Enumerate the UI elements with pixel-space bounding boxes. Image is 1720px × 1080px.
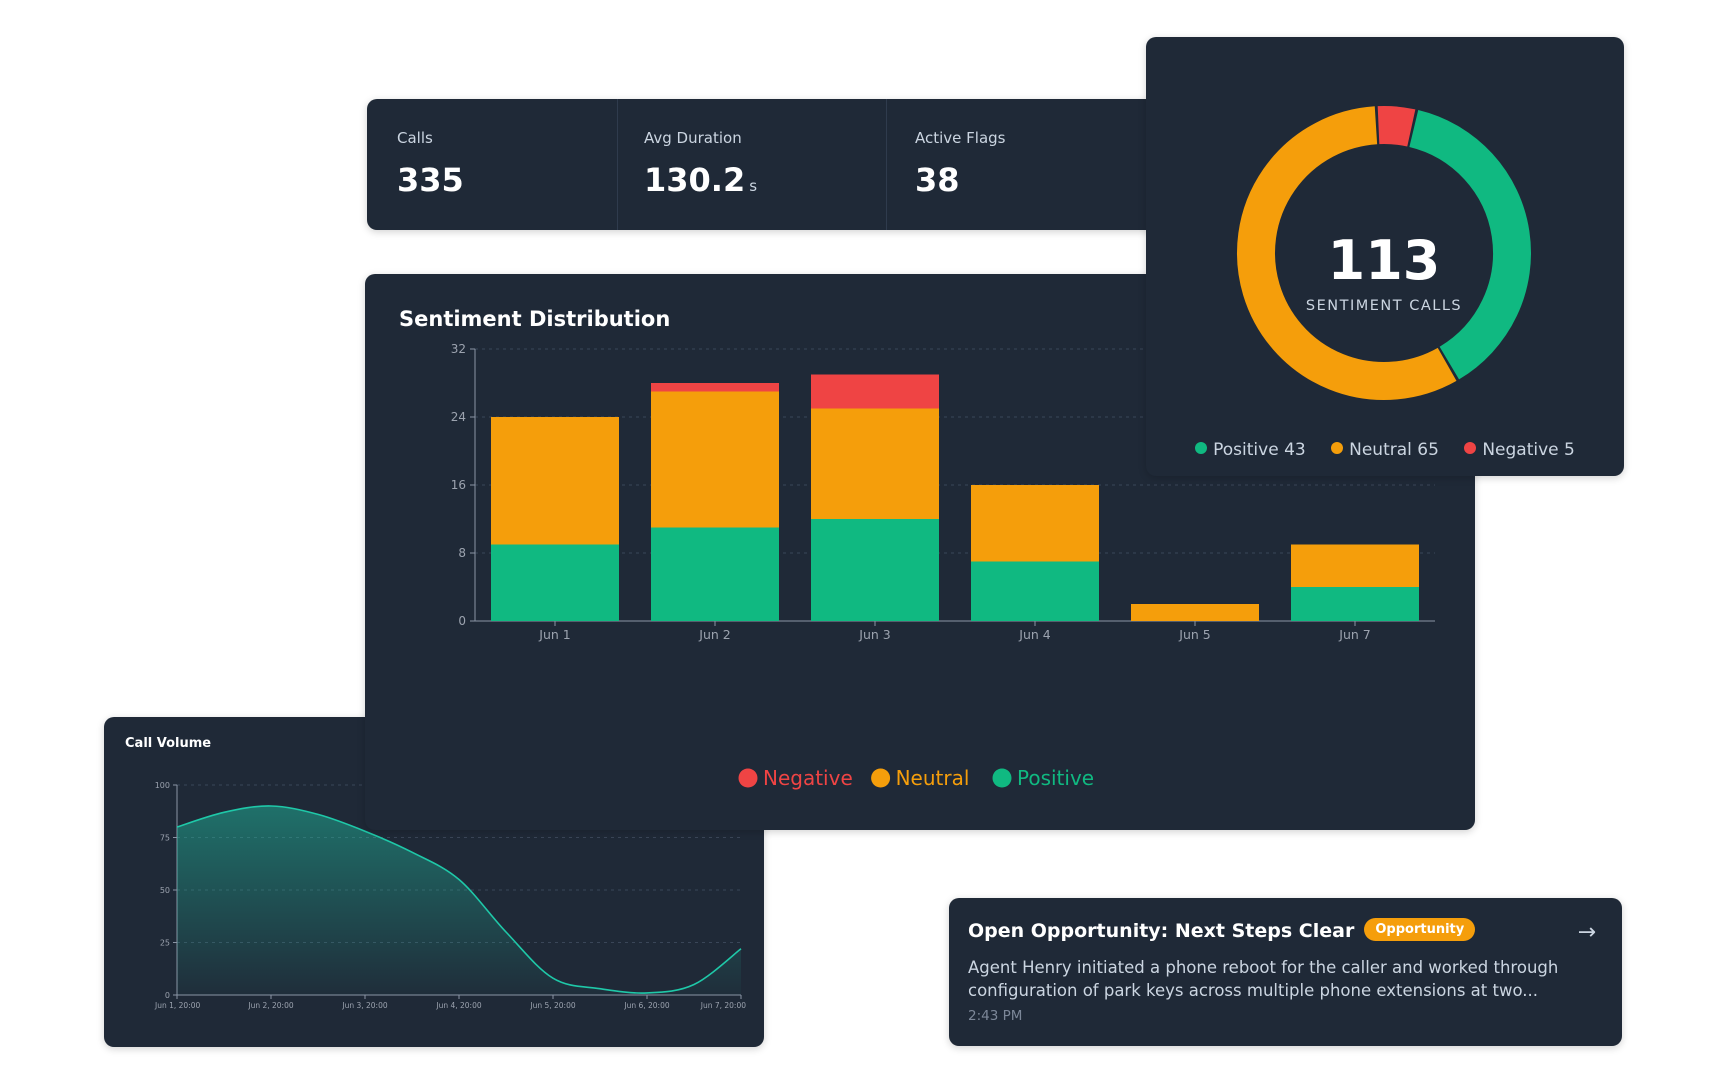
stats-card: Calls 335 Avg Duration 130.2 s Active Fla… [367,99,1167,230]
legend-label: Positive [1213,440,1279,460]
opportunity-time: 2:43 PM [968,1008,1023,1024]
legend-neutral[interactable]: Neutral 65 [1331,440,1439,460]
stat-calls: Calls 335 [367,99,617,230]
x-tick-label: Jun 4, 20:00 [435,1001,481,1010]
series-line [176,805,742,994]
bar-neutral [811,408,939,519]
legend-label-positive: Positive [1017,766,1094,790]
stat-number: 130.2 [644,161,746,199]
legend-value: 5 [1564,440,1575,460]
stat-number: 335 [397,161,464,199]
donut-slice-positive [1408,110,1531,380]
opportunity-card[interactable]: Open Opportunity: Next Steps Clear Opport… [949,898,1622,1046]
stat-value: 130.2 s [644,161,757,199]
donut-legend: Positive 43 Neutral 65 Negative 5 [1146,440,1624,460]
x-tick-label: Jun 2 [698,627,730,642]
stat-label: Calls [397,129,433,147]
y-tick-label: 8 [458,546,466,560]
bar-neutral [491,417,619,545]
stat-unit: s [749,177,758,195]
legend-label-negative: Negative [763,766,853,790]
x-tick-label: Jun 1, 20:00 [154,1001,200,1010]
stat-number: 38 [915,161,960,199]
sentiment-distribution-chart: 0 8 16 24 32 Jun 1 Jun 2 Jun 3 Jun 4 Jun 5 Jun 7 Ne… [451,342,1435,790]
opportunity-badge: Opportunity [1364,918,1476,941]
bar-positive [1291,587,1419,621]
x-tick-label: Jun 3, 20:00 [341,1001,387,1010]
sentiment-donut-card: 113 SENTIMENT CALLS Positive 43 Neutral … [1146,37,1624,476]
opportunity-title: Open Opportunity: Next Steps Clear Opport… [968,918,1476,943]
positive-dot-icon [1195,442,1208,454]
legend-positive[interactable]: Positive 43 [1195,440,1306,460]
bar-positive [491,544,619,621]
call-volume-chart: 0 25 50 75 100 Jun 1, 20:00 Jun 2, 20:00 Jun 3,… [154,781,746,1010]
stat-value: 335 [397,161,464,199]
bar-negative [651,383,779,392]
stat-divider [886,99,887,230]
y-tick-label: 50 [160,886,170,895]
legend-label: Negative [1482,440,1559,460]
bar-neutral [1131,604,1259,621]
bar-positive [811,519,939,621]
y-tick-label: 16 [451,478,466,492]
x-tick-label: Jun 7, 20:00 [700,1001,746,1010]
opportunity-title-text: Open Opportunity: Next Steps Clear [968,920,1355,942]
legend-label: Neutral [1349,440,1412,460]
donut-total: 113 [1328,229,1441,292]
bar-neutral [651,391,779,528]
stat-label: Avg Duration [644,129,742,147]
donut-slice-negative [1377,106,1416,147]
y-tick-label: 75 [160,834,170,843]
x-tick-label: Jun 4 [1018,627,1051,642]
x-tick-label: Jun 5 [1178,627,1210,642]
arrow-right-icon[interactable]: → [1577,920,1596,945]
x-tick-label: Jun 2, 20:00 [247,1001,293,1010]
legend-value: 43 [1284,440,1306,460]
y-tick-label: 0 [458,614,466,628]
bar-neutral [971,485,1099,562]
x-tick-label: Jun 5, 20:00 [529,1001,575,1010]
sentiment-donut-chart: 113 SENTIMENT CALLS [1237,106,1531,400]
x-tick-label: Jun 1 [538,627,570,642]
stat-value: 38 [915,161,960,199]
legend-negative[interactable]: Negative 5 [1464,440,1575,460]
sentiment-distribution-title: Sentiment Distribution [399,307,671,331]
x-tick-label: Jun 6, 20:00 [623,1001,669,1010]
stat-label: Active Flags [915,129,1006,147]
bar-negative [811,374,939,409]
legend-value: 65 [1417,440,1439,460]
opportunity-description: Agent Henry initiated a phone reboot for… [968,958,1559,1000]
neutral-dot-icon [1331,442,1344,454]
bar-positive [651,527,779,621]
x-tick-label: Jun 3 [858,627,890,642]
stat-active-flags: Active Flags 38 [887,99,1167,230]
legend-label-neutral: Neutral [896,766,970,790]
negative-dot-icon [1464,442,1477,454]
bar-positive [971,561,1099,621]
donut-label: SENTIMENT CALLS [1306,298,1462,314]
donut-slice-neutral [1237,106,1457,400]
negative-dot-icon [738,768,758,788]
y-tick-label: 32 [451,342,466,356]
area-fill [177,805,741,995]
bar-neutral [1291,544,1419,587]
positive-dot-icon [992,768,1012,788]
y-tick-label: 25 [160,939,170,948]
y-tick-label: 0 [165,991,170,1000]
x-tick-label: Jun 7 [1338,627,1370,642]
neutral-dot-icon [871,768,891,788]
y-tick-label: 24 [451,410,466,424]
call-volume-title: Call Volume [125,736,212,751]
stat-divider [617,99,618,230]
y-tick-label: 100 [155,781,170,790]
stat-avg-duration: Avg Duration 130.2 s [618,99,886,230]
